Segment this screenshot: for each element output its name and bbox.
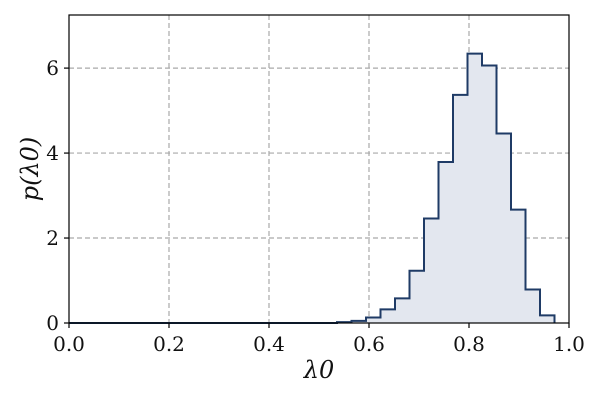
histogram-bar xyxy=(540,315,555,323)
y-axis-label-text: p(λ0) xyxy=(16,137,44,202)
histogram-bar xyxy=(526,289,541,323)
histogram-bar xyxy=(468,54,483,323)
histogram-bar xyxy=(381,309,396,323)
x-tick-label: 0.8 xyxy=(453,332,485,356)
histogram-bar xyxy=(410,271,425,323)
histogram-bar xyxy=(482,66,497,323)
histogram-fill xyxy=(69,53,555,324)
y-tick-label: 0 xyxy=(46,311,59,335)
histogram-bar xyxy=(424,218,439,323)
y-axis-label: p(λ0) xyxy=(16,137,44,202)
x-tick-label: 0.0 xyxy=(53,332,85,356)
x-axis-label-text: λ0 xyxy=(303,356,334,384)
y-ticks: 0 2 4 6 xyxy=(46,56,69,335)
histogram-bar xyxy=(439,162,454,323)
x-tick-label: 0.6 xyxy=(353,332,385,356)
x-axis-label: λ0 xyxy=(303,356,334,384)
y-tick-label: 4 xyxy=(46,141,59,165)
y-tick-label: 2 xyxy=(46,226,59,250)
x-tick-label: 0.4 xyxy=(253,332,285,356)
x-tick-label: 0.2 xyxy=(153,332,185,356)
y-tick-label: 6 xyxy=(46,56,59,80)
x-ticks: 0.0 0.2 0.4 0.6 0.8 1.0 xyxy=(53,323,585,356)
histogram-bar xyxy=(453,95,468,323)
histogram-bar xyxy=(497,134,512,323)
x-tick-label: 1.0 xyxy=(553,332,585,356)
plot-frame xyxy=(68,14,570,324)
histogram-bar xyxy=(395,298,410,323)
histogram-outline xyxy=(69,52,556,324)
histogram-bar xyxy=(511,210,526,323)
